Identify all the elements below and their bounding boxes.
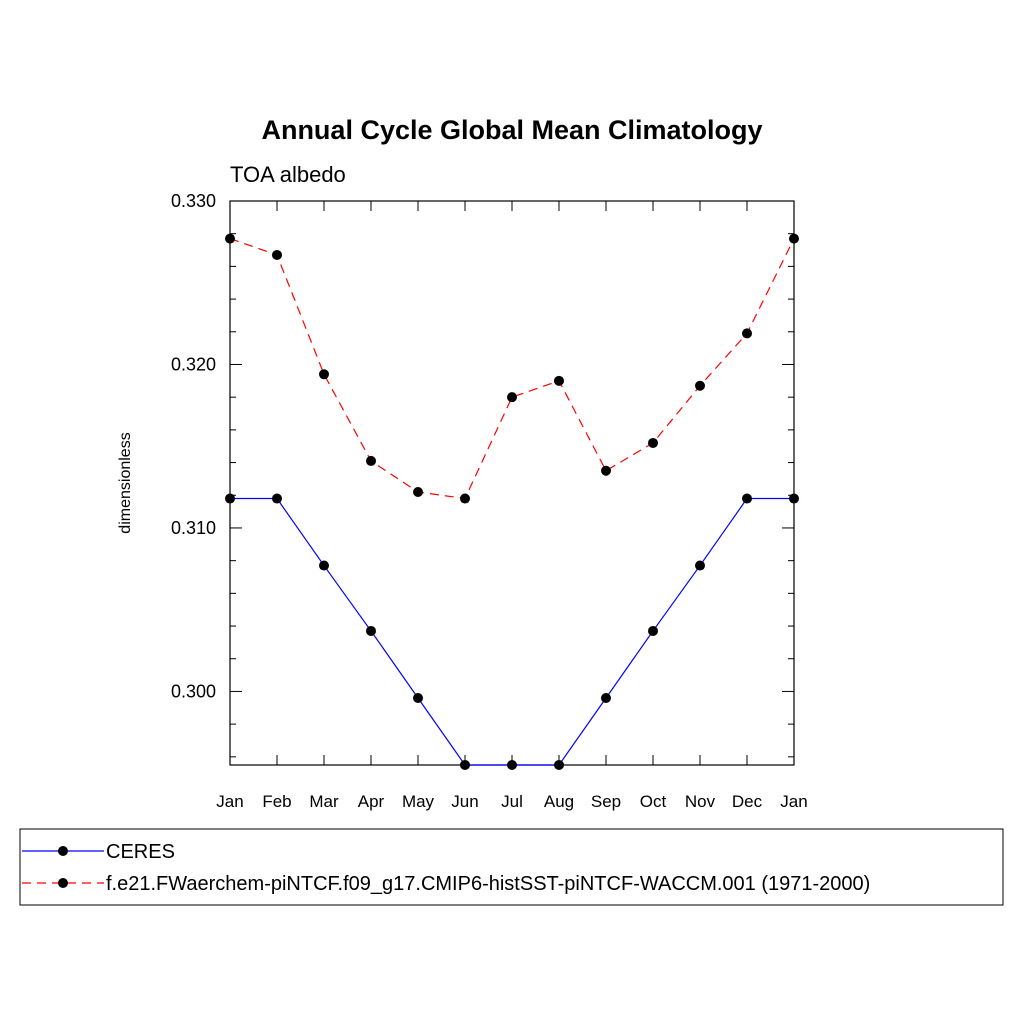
y-axis-label: dimensionless (117, 432, 134, 533)
data-point (695, 380, 705, 391)
legend-label: CERES (106, 841, 175, 863)
x-tick-label: Dec (732, 792, 763, 811)
legend-marker (58, 878, 68, 888)
x-tick-label: Sep (591, 792, 621, 811)
series-layer (225, 233, 799, 770)
plot-frame (229, 200, 795, 766)
y-tick-label: 0.320 (171, 354, 216, 374)
data-point (225, 493, 235, 504)
data-point (413, 692, 423, 703)
y-tick-label: 0.300 (171, 681, 216, 701)
data-point (742, 493, 752, 504)
axis-ticks: Jan Feb Mar Apr May Jun Jul Aug Sep Oct Nov Dec Jan 0… (171, 191, 808, 811)
data-point (460, 493, 470, 504)
legend-marker (58, 846, 68, 856)
data-point (601, 465, 611, 476)
x-tick-label: Nov (685, 792, 716, 811)
data-point (507, 392, 517, 403)
series-line (229, 238, 795, 500)
data-point (789, 493, 799, 504)
x-tick-label: Mar (309, 792, 339, 811)
legend-label: f.e21.FWaerchem-piNTCF.f09_g17.CMIP6-his… (106, 873, 870, 895)
data-point (648, 625, 658, 636)
data-point (413, 486, 423, 497)
data-point (272, 493, 282, 504)
data-point (366, 625, 376, 636)
x-tick-label: Jul (501, 792, 523, 811)
x-tick-label: Aug (544, 792, 574, 811)
data-point (319, 560, 329, 571)
x-tick-label: May (402, 792, 435, 811)
data-point (695, 560, 705, 571)
x-tick-label: Feb (262, 792, 291, 811)
data-point (648, 437, 658, 448)
series-2 (225, 233, 799, 504)
series-line (230, 497, 794, 766)
x-tick-label: Jan (216, 792, 243, 811)
data-point (554, 760, 564, 770)
y-tick-label: 0.310 (171, 518, 216, 538)
data-point (272, 249, 282, 260)
x-tick-label: Oct (640, 792, 667, 811)
chart-title: Annual Cycle Global Mean Climatology (261, 115, 762, 145)
series-1 (225, 493, 799, 770)
data-point (225, 233, 235, 244)
legend: CERES f.e21.FWaerchem-piNTCF.f09_g17.CMIP… (19, 828, 1004, 906)
data-point (742, 328, 752, 339)
chart-subtitle: TOA albedo (230, 162, 346, 187)
x-tick-label: Jan (780, 792, 807, 811)
data-point (601, 692, 611, 703)
data-point (789, 233, 799, 244)
legend-box (19, 828, 1004, 906)
x-tick-label: Jun (451, 792, 478, 811)
data-point (507, 760, 517, 770)
data-point (366, 455, 376, 466)
x-tick-label: Apr (358, 792, 385, 811)
y-tick-label: 0.330 (171, 191, 216, 211)
data-point (554, 375, 564, 386)
data-point (319, 369, 329, 380)
data-point (460, 760, 470, 770)
